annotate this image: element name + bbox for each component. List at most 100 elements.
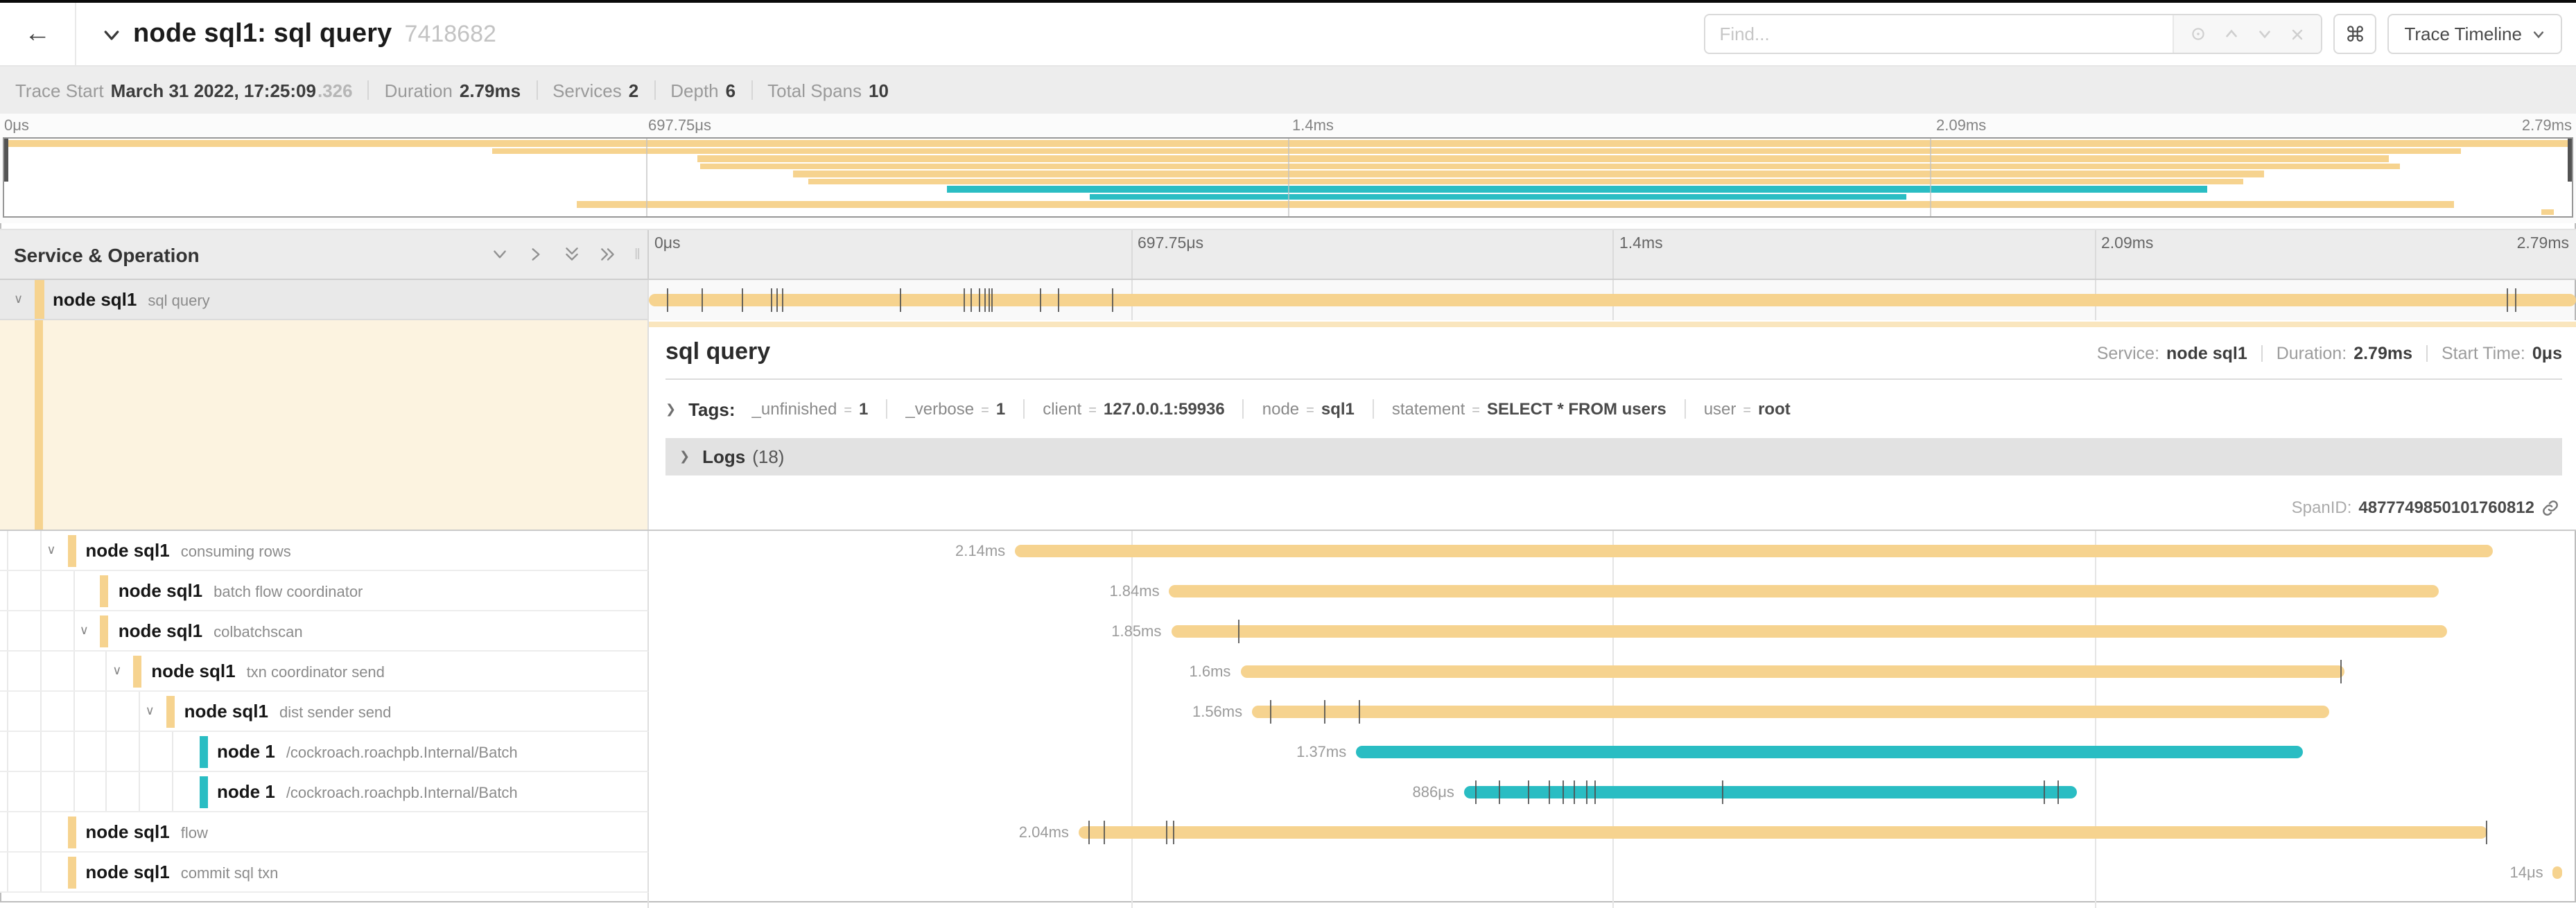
span-bar[interactable] — [649, 294, 2576, 306]
log-marker-tick — [1104, 821, 1106, 844]
back-button[interactable]: ← — [0, 3, 75, 65]
span-duration-label: 1.6ms — [1189, 663, 1231, 680]
tag-key: node — [1262, 399, 1300, 419]
span-row-name-cell[interactable]: node sql1 flow — [0, 812, 649, 853]
span-bar[interactable] — [1463, 786, 2077, 798]
span-bar[interactable] — [1356, 746, 2303, 758]
log-marker-tick — [770, 288, 772, 312]
trace-minimap: 0μs 697.75μs 1.4ms 2.09ms 2.79ms — [0, 114, 2576, 223]
minimap-axis-label: 1.4ms — [1292, 118, 1334, 134]
span-bar[interactable] — [1169, 585, 2439, 597]
span-row[interactable]: ∨ node sql1 dist sender send 1.56ms — [0, 692, 2576, 732]
view-selector-button[interactable]: Trace Timeline — [2387, 14, 2562, 54]
span-name: node sql1 consuming rows — [85, 540, 290, 561]
span-bar-cell[interactable] — [649, 280, 2576, 320]
logs-accordion[interactable]: ❯ Logs (18) — [665, 438, 2562, 475]
span-row-name-cell[interactable]: node sql1 commit sql txn — [0, 853, 649, 893]
span-bar[interactable] — [1252, 706, 2330, 718]
find-input[interactable] — [1705, 15, 2173, 53]
find-box — [1704, 14, 2323, 54]
minimap-span-row — [4, 193, 2572, 200]
tag-key: client — [1043, 399, 1082, 419]
span-bar[interactable] — [1015, 545, 2494, 557]
tag-pill: statement = SELECT * FROM users — [1372, 399, 1685, 419]
span-row-name-cell[interactable]: node sql1 batch flow coordinator — [0, 571, 649, 611]
prev-match-icon[interactable] — [2222, 25, 2240, 43]
span-row[interactable]: node 1/cockroach.roachpb.Internal/Batch 8… — [0, 772, 2576, 812]
span-duration-label: 2.14ms — [955, 543, 1006, 559]
minimap-axis-label: 0μs — [4, 118, 29, 134]
operation-name: flow — [180, 826, 208, 842]
tag-value: 127.0.0.1:59936 — [1103, 399, 1225, 419]
tags-accordion[interactable]: ❯ Tags: _unfinished = 1 _verbose = 1 client = 12… — [665, 392, 2562, 426]
span-bar[interactable] — [2552, 866, 2563, 879]
expand-one-icon[interactable] — [528, 245, 546, 263]
span-row-name-cell[interactable]: ∨ node sql1 colbatchscan — [0, 611, 649, 652]
span-color-stripe — [67, 534, 76, 566]
ruler-label: 1.4ms — [1612, 230, 2094, 279]
service-operation-title: Service & Operation — [14, 243, 200, 265]
span-bar[interactable] — [1078, 826, 2488, 839]
span-row[interactable]: ∨ node sql1 colbatchscan 1.85ms — [0, 611, 2576, 652]
span-row[interactable]: ∨ node sql1 txn coordinator send 1.6ms — [0, 652, 2576, 692]
collapse-chevron-icon[interactable]: ∨ — [112, 663, 122, 677]
clear-find-icon[interactable] — [2289, 26, 2306, 42]
column-resizer-handle[interactable]: ‖ — [634, 246, 641, 263]
span-bar[interactable] — [1171, 625, 2447, 638]
minimap-axis: 0μs 697.75μs 1.4ms 2.09ms 2.79ms — [0, 114, 2576, 137]
span-row[interactable]: ∨ node sql1 sql query — [0, 280, 2576, 320]
span-color-stripe — [199, 776, 207, 807]
tag-value: 1 — [995, 399, 1006, 419]
service-name: node sql1 — [184, 701, 268, 722]
span-row-name-cell[interactable]: ∨ node sql1 txn coordinator send — [0, 652, 649, 692]
span-color-stripe — [67, 856, 76, 888]
span-bar[interactable] — [1240, 665, 2345, 678]
span-bar-cell[interactable]: 1.37ms — [649, 732, 2576, 772]
span-row-name-cell[interactable]: node 1/cockroach.roachpb.Internal/Batch — [0, 772, 649, 812]
deep-link-icon[interactable] — [2541, 498, 2559, 516]
collapse-chevron-icon[interactable]: ∨ — [145, 704, 155, 717]
span-id-label: SpanID: — [2291, 498, 2352, 517]
scroll-to-match-icon[interactable] — [2189, 25, 2207, 43]
collapse-all-icon[interactable] — [564, 245, 582, 263]
keyboard-shortcuts-button[interactable]: ⌘ — [2333, 14, 2377, 54]
span-bar-cell[interactable]: 1.85ms — [649, 611, 2576, 652]
span-row-name-cell[interactable]: ∨ node sql1 dist sender send — [0, 692, 649, 732]
span-bar-cell[interactable]: 886μs — [649, 772, 2576, 812]
span-row[interactable]: node sql1 commit sql txn 14μs — [0, 853, 2576, 893]
span-row[interactable]: node sql1 batch flow coordinator 1.84ms — [0, 571, 2576, 611]
span-bar-cell[interactable]: 2.04ms — [649, 812, 2576, 853]
collapse-one-icon[interactable] — [491, 245, 510, 263]
tree-guide — [40, 652, 42, 690]
span-bar-cell[interactable]: 14μs — [649, 853, 2576, 893]
minimap-span-row — [4, 163, 2572, 169]
span-row-name-cell[interactable]: node 1/cockroach.roachpb.Internal/Batch — [0, 732, 649, 772]
trace-collapse-chevron-icon[interactable] — [101, 25, 122, 46]
chevron-right-icon: ❯ — [679, 449, 690, 463]
minimap-right-scrub-handle[interactable] — [2568, 139, 2572, 182]
span-bar-cell[interactable]: 2.14ms — [649, 531, 2576, 571]
span-bar-cell[interactable]: 1.56ms — [649, 692, 2576, 732]
collapse-chevron-icon[interactable]: ∨ — [14, 292, 24, 306]
span-row-name-cell[interactable]: ∨ node sql1 sql query — [0, 280, 649, 320]
tree-guide — [7, 571, 8, 610]
span-row[interactable]: node 1/cockroach.roachpb.Internal/Batch 1… — [0, 732, 2576, 772]
minimap-canvas[interactable] — [3, 137, 2573, 218]
expand-all-icon[interactable] — [600, 245, 618, 263]
span-row[interactable]: ∨ node sql1 consuming rows 2.14ms — [0, 531, 2576, 571]
span-bar-cell[interactable]: 1.84ms — [649, 571, 2576, 611]
span-color-stripe — [166, 695, 175, 727]
tag-equals: = — [1472, 403, 1480, 419]
collapse-chevron-icon[interactable]: ∨ — [79, 623, 89, 637]
chevron-down-icon — [2533, 30, 2544, 38]
minimap-left-scrub-handle[interactable] — [4, 139, 8, 182]
next-match-icon[interactable] — [2256, 25, 2274, 43]
tag-pill: node = sql1 — [1242, 399, 1373, 419]
span-bar-cell[interactable]: 1.6ms — [649, 652, 2576, 692]
span-row-name-cell[interactable]: ∨ node sql1 consuming rows — [0, 531, 649, 571]
span-row[interactable]: node sql1 flow 2.04ms — [0, 812, 2576, 853]
collapse-chevron-icon[interactable]: ∨ — [46, 543, 56, 557]
log-marker-tick — [1269, 700, 1271, 724]
tree-guide — [40, 571, 42, 610]
span-name: node sql1 dist sender send — [184, 701, 392, 722]
